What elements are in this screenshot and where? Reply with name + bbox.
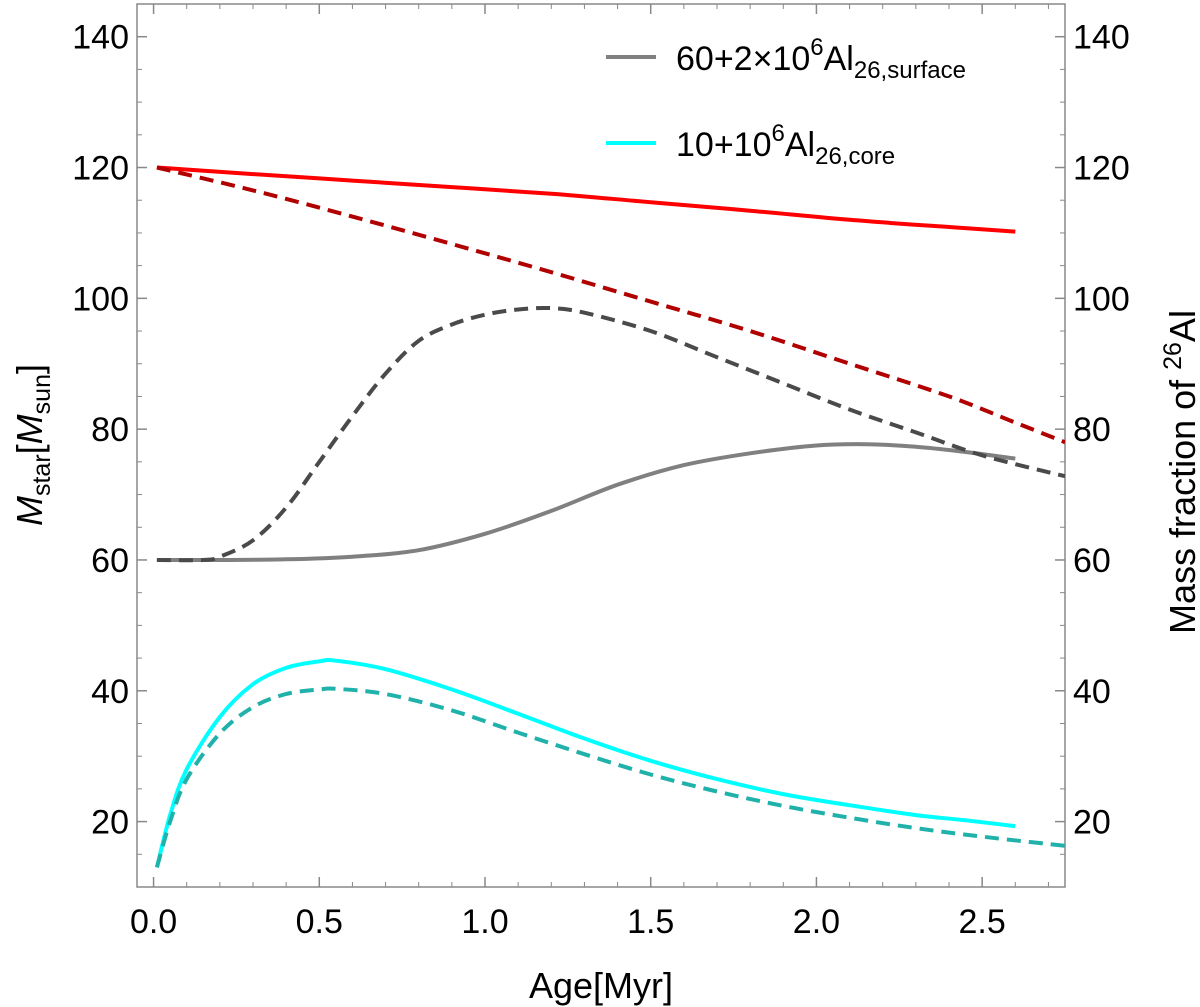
legend-surface-sub: 26,surface — [854, 57, 966, 84]
x-tick-label: 0.5 — [296, 903, 343, 941]
x-tick-label: 2.5 — [959, 903, 1006, 941]
series-line-1 — [156, 165, 1065, 445]
y-left-sub-star: star — [28, 454, 56, 496]
x-tick-label: 1.5 — [627, 903, 674, 941]
y-tick-label-right: 40 — [1073, 673, 1111, 711]
plot-frame — [136, 3, 1066, 888]
legend-label-surface: 60+2×106Al26,surface — [676, 34, 966, 84]
series-line-5 — [154, 686, 1065, 868]
y-right-prefix: Mass fraction of — [1162, 370, 1200, 634]
y-left-bracket-open: [ — [9, 444, 50, 454]
y-tick-label-left: 60 — [91, 542, 129, 580]
y-left-bracket-close: ] — [9, 364, 50, 374]
x-axis-ticks: 0.0 0.5 1.0 1.5 2.0 2.5 — [130, 4, 1049, 941]
legend-core-sup: 6 — [772, 120, 785, 147]
y-tick-label-left: 80 — [91, 411, 129, 449]
legend-surface-main: 60+2×10 — [676, 40, 810, 78]
y-tick-label-right: 140 — [1073, 19, 1130, 57]
y-axis-title-right: Mass fraction of 26Al — [1159, 310, 1200, 634]
y-right-suffix: Al — [1162, 310, 1200, 342]
y-tick-label-left: 40 — [91, 673, 129, 711]
y-tick-label-left: 100 — [72, 280, 129, 318]
series-layer — [154, 165, 1065, 868]
legend-core-sub: 26,core — [815, 143, 895, 170]
series-line-0 — [156, 165, 1016, 234]
y-axis-title-left: Mstar[Msun] — [9, 364, 56, 526]
y-left-italic-m: M — [9, 496, 50, 526]
y-tick-label-left: 20 — [91, 804, 129, 842]
x-tick-label: 2.0 — [793, 903, 840, 941]
y-tick-label-right: 20 — [1073, 804, 1111, 842]
y-axis-ticks: 20 20 40 40 60 60 80 80 100 100 120 120 140 140 — [72, 3, 1130, 855]
x-tick-label: 0.0 — [130, 903, 177, 941]
series-line-3 — [156, 305, 1065, 563]
y-tick-label-right: 80 — [1073, 411, 1111, 449]
legend-surface-base: Al — [824, 40, 854, 78]
y-tick-label-left: 140 — [72, 19, 129, 57]
legend: 60+2×106Al26,surface 10+106Al26,core — [606, 34, 966, 170]
legend-core-base: Al — [785, 126, 815, 164]
y-tick-label-right: 100 — [1073, 280, 1130, 318]
legend-core-main: 10+10 — [676, 126, 772, 164]
y-tick-label-right: 120 — [1073, 150, 1130, 188]
y-left-sub-sun: sun — [28, 374, 56, 414]
series-line-4 — [154, 658, 1016, 868]
y-tick-label-right: 60 — [1073, 542, 1111, 580]
x-tick-label: 1.0 — [461, 903, 508, 941]
legend-label-core: 10+106Al26,core — [676, 120, 895, 170]
series-line-2 — [156, 442, 1016, 563]
x-axis-title: Age[Myr] — [529, 965, 673, 1006]
legend-surface-sup: 6 — [810, 34, 823, 61]
y-tick-label-left: 120 — [72, 150, 129, 188]
y-right-sup-26: 26 — [1159, 342, 1187, 370]
y-left-italic-m2: M — [9, 414, 50, 444]
